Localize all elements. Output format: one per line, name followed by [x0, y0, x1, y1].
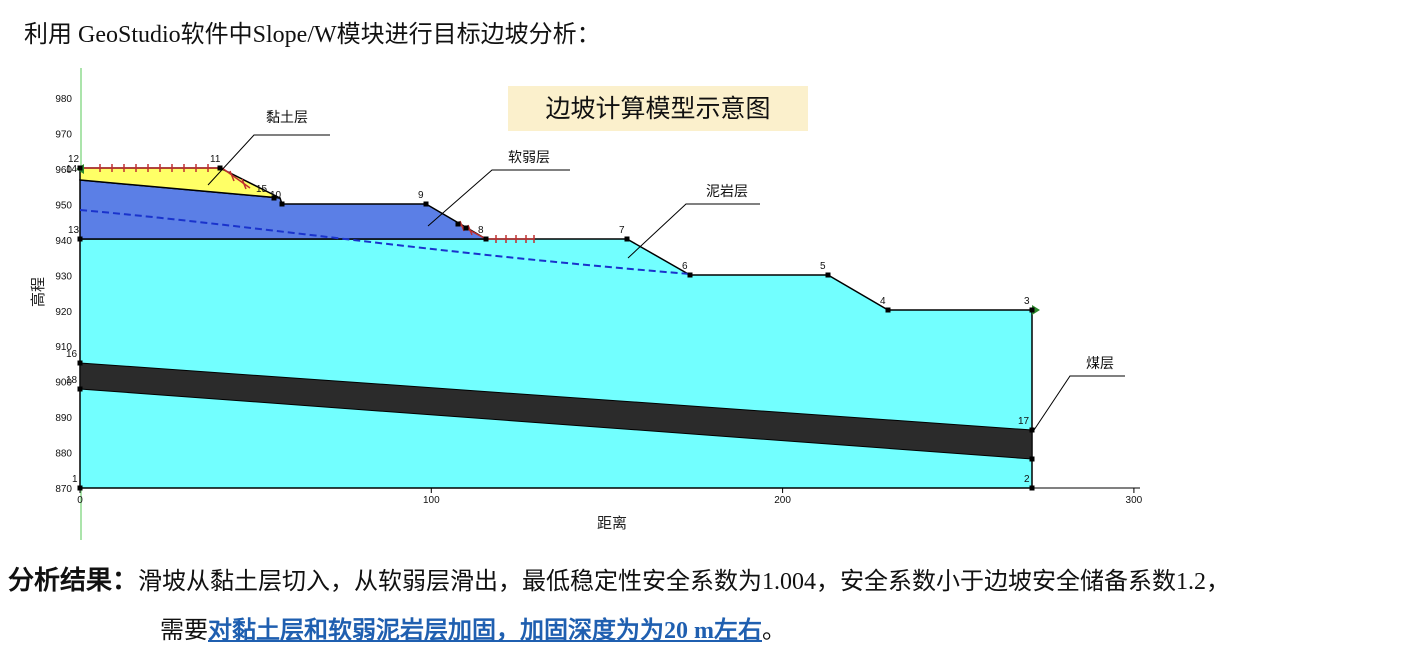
geometry-point — [217, 165, 223, 171]
result-line-2-highlight: 对黏土层和软弱泥岩层加固，加固深度为为20 m左右 — [208, 618, 762, 644]
y-axis-ticks: 870 880 890 900 910 920 930 940 950 960 970 980 — [55, 94, 72, 495]
clay-layer-callout: 黏土层 — [207, 109, 330, 186]
coal-layer-label: 煤层 — [1086, 355, 1114, 371]
geometry-point — [1029, 307, 1035, 313]
y-tick-label: 890 — [55, 413, 72, 424]
y-tick-label: 940 — [55, 236, 72, 247]
geometry-point — [77, 386, 83, 392]
weak-layer — [79, 179, 489, 240]
point-label: 9 — [418, 190, 424, 201]
mudstone-layer-callout: 泥岩层 — [627, 183, 760, 259]
x-axis-title: 距离 — [597, 515, 627, 532]
weak-layer-label: 软弱层 — [508, 149, 550, 165]
y-tick-label: 950 — [55, 200, 72, 211]
result-line-1: 滑坡从黏土层切入，从软弱层滑出，最低稳定性安全系数为1.004，安全系数小于边坡… — [138, 569, 1231, 595]
y-axis-title: 高程 — [30, 277, 47, 307]
x-tick-label: 0 — [77, 495, 83, 506]
geometry-point — [271, 195, 277, 201]
geometry-point — [624, 236, 630, 242]
result-label: 分析结果： — [8, 566, 139, 595]
diagram-title-box — [508, 86, 808, 131]
point-label: 14 — [66, 164, 78, 175]
weak-layer-callout: 软弱层 — [427, 149, 570, 227]
geometry-point — [483, 236, 489, 242]
geometry-point — [77, 236, 83, 242]
slip-tick — [459, 220, 465, 232]
y-tick-label: 900 — [55, 378, 72, 389]
point-label: 2 — [1024, 474, 1030, 485]
point-label: 8 — [478, 225, 484, 236]
geometry-point — [825, 272, 831, 278]
slope-model-diagram: 边坡计算模型示意图 0 100 200 300 870 880 890 900 910 920 9… — [30, 68, 1143, 540]
x-axis-ticks: 0 100 200 300 — [77, 488, 1143, 506]
x-tick-label: 300 — [1126, 495, 1143, 506]
y-tick-label: 910 — [55, 342, 72, 353]
y-tick-label: 880 — [55, 449, 72, 460]
geometry-point — [455, 221, 461, 227]
point-label: 3 — [1024, 296, 1030, 307]
point-label: 4 — [880, 296, 886, 307]
geometry-point — [1029, 427, 1035, 433]
coal-layer-callout: 煤层 — [1033, 355, 1125, 431]
y-tick-label: 920 — [55, 307, 72, 318]
result-line-2-suffix: 。 — [762, 618, 786, 644]
mudstone-layer-label: 泥岩层 — [706, 183, 748, 199]
geometry-point — [463, 225, 469, 231]
point-label: 5 — [820, 261, 826, 272]
point-label: 11 — [210, 154, 221, 165]
geometry-point — [885, 307, 891, 313]
analysis-result: 分析结果：滑坡从黏土层切入，从软弱层滑出，最低稳定性安全系数为1.004，安全系… — [8, 566, 1408, 644]
slip-ticks — [99, 164, 535, 243]
geometry-point — [77, 485, 83, 491]
geometry-point — [77, 165, 83, 171]
geometry-point — [423, 201, 429, 207]
slip-tick — [241, 178, 247, 190]
point-label: 18 — [66, 375, 78, 386]
slip-tick — [229, 170, 235, 182]
result-line-2-prefix: 需要 — [160, 618, 208, 644]
point-label: 16 — [66, 349, 78, 360]
geometry-point — [1029, 485, 1035, 491]
mudstone-layer — [79, 238, 1033, 489]
point-label: 6 — [682, 261, 688, 272]
geometry-point — [687, 272, 693, 278]
point-label: 13 — [68, 225, 80, 236]
y-tick-label: 870 — [55, 484, 72, 495]
x-tick-label: 100 — [423, 495, 440, 506]
clay-layer-label: 黏土层 — [266, 109, 308, 125]
y-tick-label: 980 — [55, 94, 72, 105]
geometry-point — [279, 201, 285, 207]
geometry-point — [1029, 456, 1035, 462]
y-tick-label: 960 — [55, 165, 72, 176]
diagram-title: 边坡计算模型示意图 — [545, 95, 770, 123]
slip-tick — [467, 224, 473, 236]
x-tick-label: 200 — [774, 495, 791, 506]
point-label: 7 — [619, 225, 625, 236]
point-label: 12 — [68, 154, 80, 165]
point-label: 15 — [256, 184, 268, 195]
geometry-point — [77, 360, 83, 366]
y-tick-label: 970 — [55, 130, 72, 141]
point-label: 17 — [1018, 416, 1030, 427]
y-tick-label: 930 — [55, 271, 72, 282]
geometry-points: 123456789101112131415161718 — [66, 154, 1035, 491]
point-label: 1 — [72, 474, 78, 485]
intro-text: 利用 GeoStudio软件中Slope/W模块进行目标边坡分析： — [24, 22, 601, 48]
